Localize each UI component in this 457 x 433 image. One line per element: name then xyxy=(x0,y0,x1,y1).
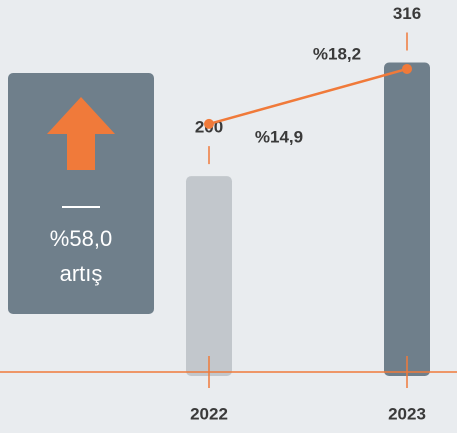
change-label: artış xyxy=(60,261,103,286)
line-point xyxy=(204,118,214,129)
line-label: %18,2 xyxy=(313,44,361,63)
bar xyxy=(186,176,232,376)
change-value: %58,0 xyxy=(50,226,112,251)
up-arrow xyxy=(47,97,115,170)
line-point xyxy=(402,63,412,74)
bar xyxy=(384,62,430,376)
x-tick-label: 2023 xyxy=(388,404,426,423)
change-box xyxy=(8,73,154,314)
value-label: 316 xyxy=(393,4,421,23)
line-label: %14,9 xyxy=(255,127,303,146)
x-tick-label: 2022 xyxy=(190,404,228,423)
line xyxy=(208,67,408,126)
